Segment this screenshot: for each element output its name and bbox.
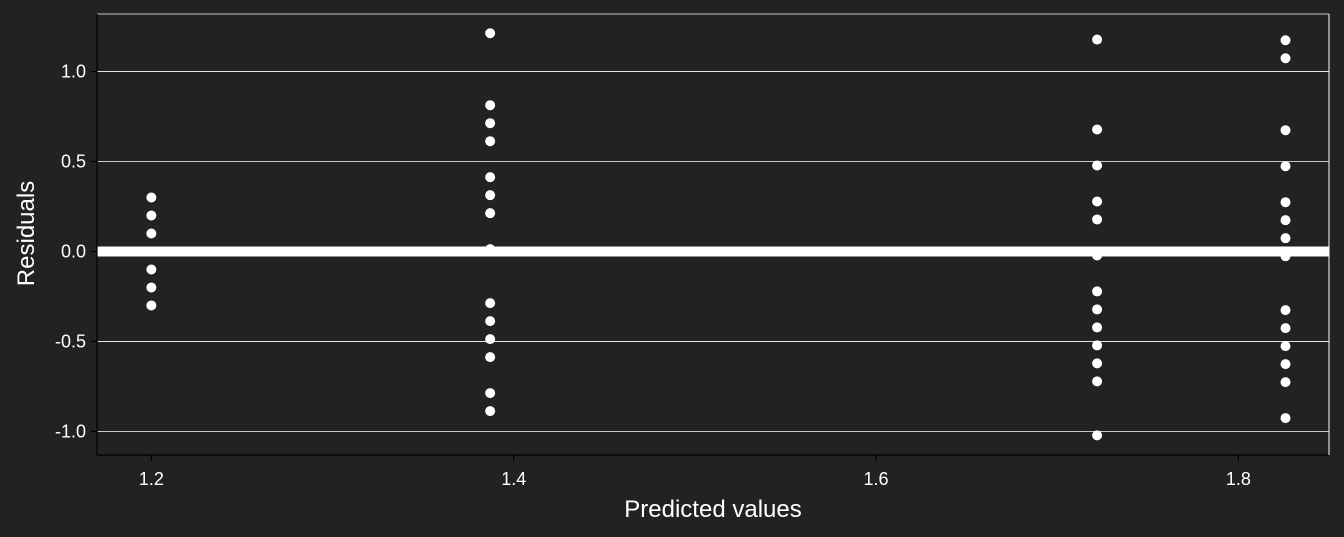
x-tick-label-2: 1.6 [864, 469, 889, 489]
data-point-10 [485, 172, 496, 183]
data-point-46 [1280, 413, 1291, 424]
data-point-28 [1092, 322, 1103, 333]
data-point-31 [1092, 376, 1103, 387]
data-point-19 [485, 406, 496, 417]
data-point-9 [485, 136, 496, 147]
data-point-18 [485, 388, 496, 399]
data-point-35 [1280, 125, 1291, 136]
data-point-15 [485, 316, 496, 327]
y-axis-title: Residuals [13, 181, 40, 286]
data-point-38 [1280, 215, 1291, 226]
tick-labels: -1.0 -0.5 0.0 0.5 1.0 1.2 1.4 1.6 1.8 [55, 62, 1251, 489]
y-tick-label-0: -1.0 [55, 421, 86, 441]
data-point-23 [1092, 196, 1103, 207]
grid-lines [97, 13, 1329, 432]
data-point-7 [485, 100, 496, 111]
data-point-33 [1280, 35, 1291, 46]
data-point-43 [1280, 341, 1291, 352]
data-point-2 [146, 228, 157, 239]
data-point-29 [1092, 340, 1103, 351]
data-point-3 [146, 264, 157, 275]
data-point-4 [146, 282, 157, 293]
data-point-20 [1092, 34, 1103, 45]
data-point-0 [146, 192, 157, 203]
data-point-41 [1280, 305, 1291, 316]
data-point-5 [146, 300, 157, 311]
data-point-22 [1092, 160, 1103, 171]
y-tick-label-2: 0.0 [61, 241, 86, 261]
y-tick-label-4: 1.0 [61, 62, 86, 82]
y-tick-label-1: -0.5 [55, 331, 86, 351]
x-tick-label-1: 1.4 [501, 469, 526, 489]
x-tick-label-0: 1.2 [139, 469, 164, 489]
data-point-36 [1280, 161, 1291, 172]
data-point-25 [1092, 250, 1103, 261]
data-point-16 [485, 334, 496, 345]
data-point-26 [1092, 286, 1103, 297]
data-point-8 [485, 118, 496, 129]
data-point-12 [485, 208, 496, 219]
data-point-39 [1280, 233, 1291, 244]
data-point-21 [1092, 124, 1103, 135]
data-point-6 [485, 28, 496, 39]
data-point-1 [146, 210, 157, 221]
data-point-17 [485, 352, 496, 363]
data-point-44 [1280, 359, 1291, 370]
y-tick-label-3: 0.5 [61, 152, 86, 172]
data-point-30 [1092, 358, 1103, 369]
data-points [146, 28, 1291, 441]
data-point-13 [485, 244, 496, 255]
axes [91, 14, 1330, 461]
x-axis-title: Predicted values [624, 496, 801, 523]
data-point-27 [1092, 304, 1103, 315]
data-point-11 [485, 190, 496, 201]
data-point-14 [485, 298, 496, 309]
data-point-32 [1092, 430, 1103, 441]
data-point-34 [1280, 53, 1291, 64]
data-point-45 [1280, 377, 1291, 388]
data-point-40 [1280, 251, 1291, 262]
x-tick-label-3: 1.8 [1226, 469, 1251, 489]
data-point-42 [1280, 323, 1291, 334]
data-point-24 [1092, 214, 1103, 225]
data-point-37 [1280, 197, 1291, 208]
